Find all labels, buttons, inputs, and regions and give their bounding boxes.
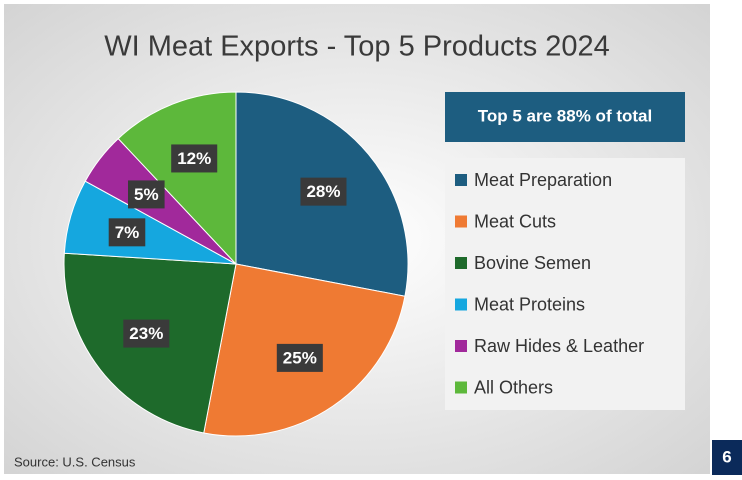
legend-label: Raw Hides & Leather: [474, 336, 644, 356]
page-number-box: [712, 440, 742, 475]
data-label: 5%: [134, 185, 159, 204]
data-label-box: [128, 180, 165, 209]
data-label-group: 7%: [108, 218, 146, 247]
legend-label: Meat Cuts: [474, 211, 556, 231]
data-label: 25%: [283, 348, 317, 367]
legend-swatch: [455, 340, 467, 352]
data-label-box: [123, 319, 170, 348]
data-label-group: 5%: [128, 180, 165, 209]
legend-label: All Others: [474, 377, 553, 397]
data-label: 7%: [115, 223, 140, 242]
legend-swatch: [455, 257, 467, 269]
data-label: 12%: [177, 149, 211, 168]
legend-label: Meat Proteins: [474, 294, 585, 314]
source: Source: U.S. Census: [14, 454, 136, 469]
data-label-box: [171, 144, 218, 173]
data-label-box: [108, 218, 146, 247]
pie: 28% 25% 23% 7% 5% 12%: [63, 91, 409, 437]
callout-box: [445, 92, 685, 142]
legend-swatch: [455, 215, 467, 228]
legend-label: Bovine Semen: [474, 253, 591, 273]
legend-label: Meat Preparation: [474, 170, 612, 190]
data-label: 28%: [306, 182, 340, 201]
legend: Meat Preparation Meat Cuts Bovine Semen Mea…: [455, 170, 644, 397]
data-label-group: 28%: [300, 177, 347, 206]
data-label-group: 23%: [123, 319, 170, 348]
legend-swatch: [455, 298, 467, 311]
data-label: 23%: [129, 324, 163, 343]
legend-swatch: [455, 381, 467, 394]
callout: Top 5 are 88% of total: [478, 106, 652, 125]
legend-box: [445, 158, 685, 410]
pie-slice: [117, 91, 237, 266]
page-number: 6: [722, 447, 731, 466]
data-label-box: [276, 343, 323, 372]
legend-swatch: [455, 174, 467, 186]
data-label-group: 25%: [276, 343, 323, 372]
data-label-group: 12%: [171, 144, 218, 173]
chart-title: WI Meat Exports - Top 5 Products 2024: [104, 31, 610, 63]
data-label-box: [300, 177, 347, 206]
